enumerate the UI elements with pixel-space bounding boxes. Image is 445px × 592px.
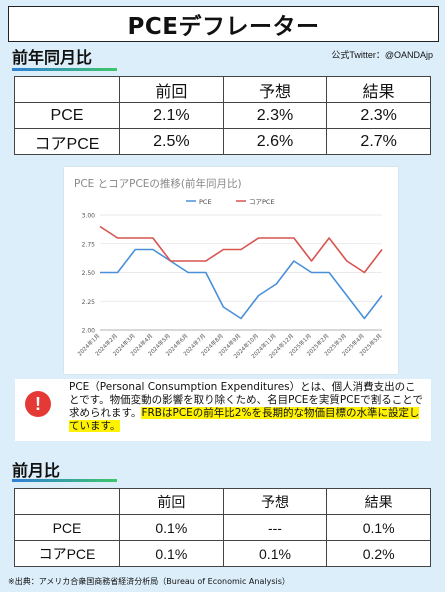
table-row: PCE 0.1% --- 0.1%	[14, 514, 431, 541]
note-box: ! PCE（Personal Consumption Expenditures）…	[15, 379, 431, 441]
yoy-underline	[12, 68, 117, 71]
y-tick-label: 2.00	[82, 328, 96, 335]
table-row: コアPCE 0.1% 0.1% 0.2%	[14, 540, 431, 567]
legend-label: コアPCE	[249, 198, 275, 206]
table-cell: コアPCE	[14, 128, 120, 155]
page-title: PCEデフレーター	[127, 14, 320, 40]
table-row: コアPCE 2.5% 2.6% 2.7%	[14, 128, 431, 155]
table-header-cell: 結果	[326, 76, 431, 103]
chart-title: PCE とコアPCEの推移(前年同月比)	[74, 177, 242, 190]
table-cell: PCE	[14, 102, 120, 129]
source-text: ※出典：アメリカ合衆国商務省経済分析局（Bureau of Economic A…	[8, 577, 290, 586]
credit-text: 公式Twitter：@OANDAjp	[331, 50, 433, 60]
table-header-cell	[14, 488, 120, 515]
table-cell: 2.3%	[222, 102, 328, 129]
table-cell: 2.6%	[222, 128, 328, 155]
alert-icon: !	[25, 391, 51, 417]
table-header-cell	[14, 76, 120, 103]
y-tick-label: 2.50	[82, 270, 96, 277]
line-chart: PCE とコアPCEの推移(前年同月比) PCE コアPCE 3.00 2.75 2.50…	[64, 167, 398, 374]
series-line	[99, 225, 383, 274]
y-tick-label: 3.00	[82, 213, 96, 220]
title-box: PCEデフレーター	[8, 6, 439, 42]
table-cell: 2.3%	[326, 102, 431, 129]
table-header-cell: 結果	[326, 488, 431, 515]
yoy-heading: 前年同月比	[12, 48, 93, 67]
y-tick-label: 2.75	[82, 241, 96, 248]
table-cell: 2.5%	[119, 128, 224, 155]
table-header-cell: 前回	[119, 76, 224, 103]
table-cell: 0.2%	[326, 540, 431, 567]
y-tick-label: 2.25	[82, 299, 96, 306]
mom-underline	[12, 479, 117, 482]
table-header-row: 前回 予想 結果	[14, 76, 431, 103]
table-cell: 0.1%	[222, 540, 328, 567]
table-cell: コアPCE	[14, 540, 120, 567]
table-cell: 0.1%	[326, 514, 431, 541]
legend-label: PCE	[199, 198, 212, 206]
table-cell: 2.1%	[119, 102, 224, 129]
table-cell: 2.7%	[326, 128, 431, 155]
note-text: PCE（Personal Consumption Expenditures）とは…	[69, 381, 426, 433]
table-cell: 0.1%	[119, 514, 224, 541]
table-header-cell: 予想	[222, 488, 328, 515]
chart-svg: PCE とコアPCEの推移(前年同月比) PCE コアPCE 3.00 2.75 2.50…	[74, 177, 383, 360]
table-cell: ---	[222, 514, 328, 541]
table-row: PCE 2.1% 2.3% 2.3%	[14, 102, 431, 129]
mom-table: 前回 予想 結果 PCE 0.1% --- 0.1% コアPCE 0.1% 0.…	[14, 488, 431, 567]
mom-heading: 前月比	[12, 461, 61, 480]
table-cell: 0.1%	[119, 540, 224, 567]
table-header-row: 前回 予想 結果	[14, 488, 431, 515]
note-body: PCE（Personal Consumption Expenditures）とは…	[69, 381, 423, 419]
table-header-cell: 前回	[119, 488, 224, 515]
table-header-cell: 予想	[222, 76, 328, 103]
yoy-table: 前回 予想 結果 PCE 2.1% 2.3% 2.3% コアPCE 2.5% 2…	[14, 76, 431, 155]
table-cell: PCE	[14, 514, 120, 541]
series-line	[100, 248, 383, 320]
